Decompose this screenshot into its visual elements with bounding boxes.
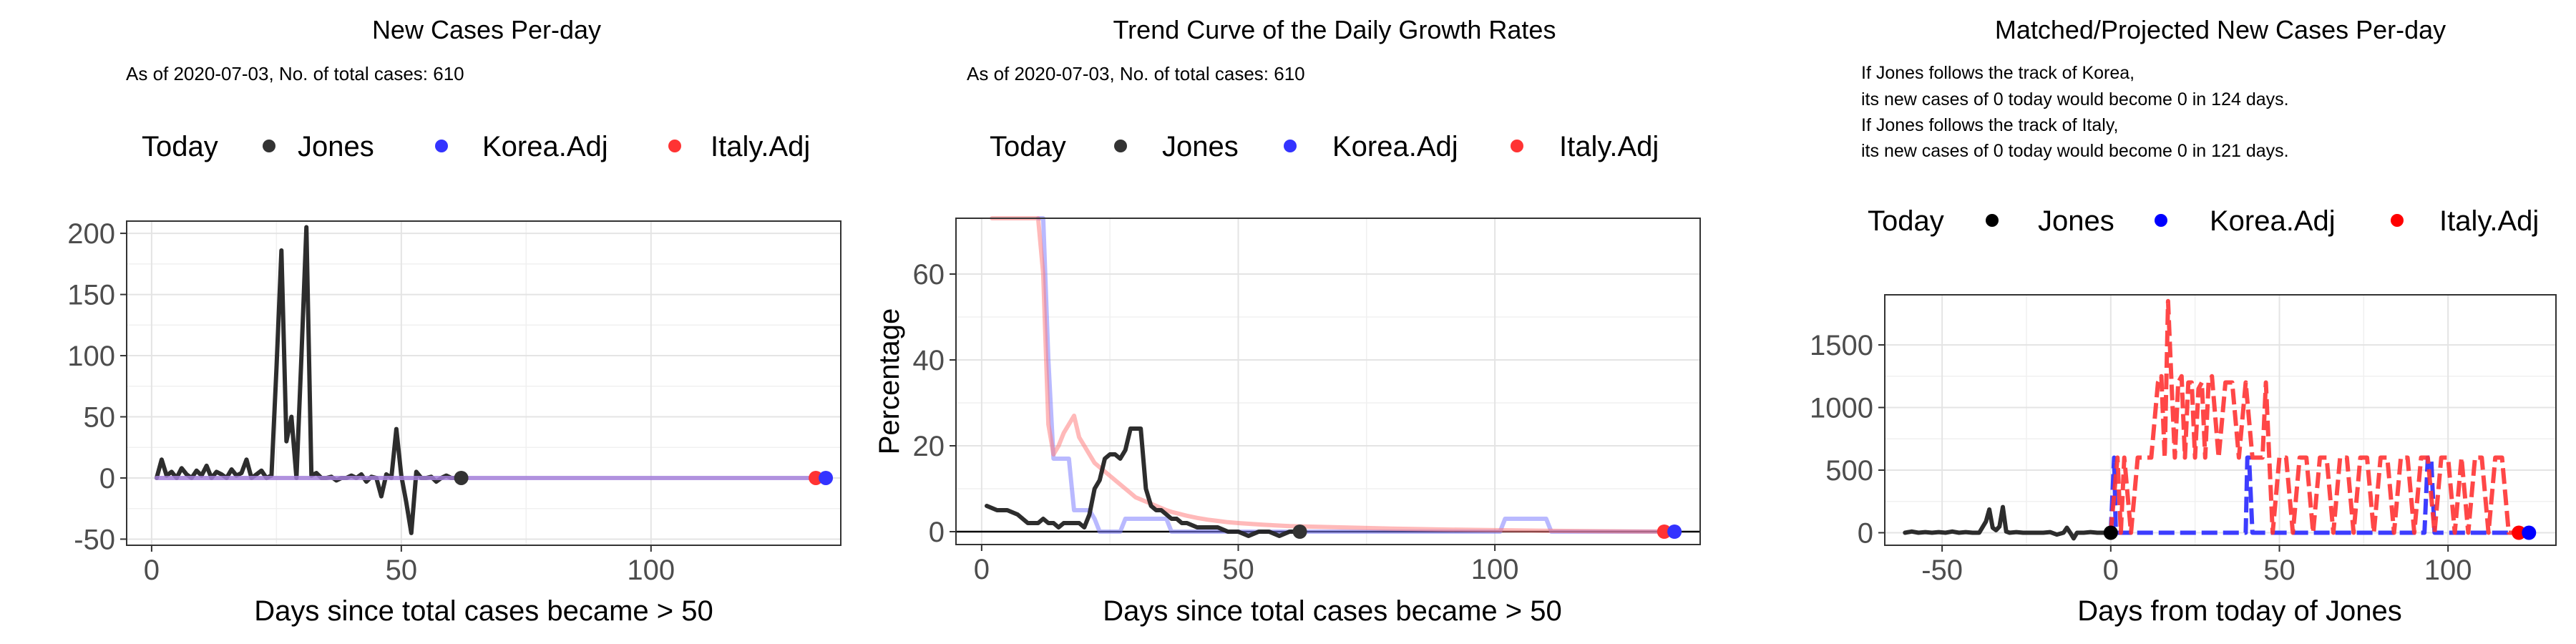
legend: Today Jones Korea.Adj Italy.Adj <box>142 131 810 162</box>
legend-marker-korea <box>2155 214 2167 227</box>
series-line-jones <box>985 426 1302 538</box>
legend-label-korea: Korea.Adj <box>2210 205 2336 237</box>
plot-area <box>127 221 841 545</box>
plot-border <box>126 220 841 546</box>
axis-ticks: 0 50 100 -50 0 50 100 150 200 <box>67 218 675 586</box>
series-line-korea-adj <box>1035 216 1677 534</box>
x-tick-label: 0 <box>974 554 990 585</box>
series-layer <box>985 216 1677 538</box>
series-line-italy-adj <box>990 216 1667 534</box>
y-tick-label: 40 <box>913 345 945 376</box>
plot-border <box>1884 294 2557 546</box>
legend-marker-korea <box>435 140 448 152</box>
legend-label-italy: Italy.Adj <box>711 131 810 162</box>
y-tick-label: 100 <box>67 341 115 372</box>
x-tick-label: 100 <box>627 555 675 586</box>
y-tick-label: 500 <box>1825 455 1873 487</box>
y-axis-label: Percentage <box>874 308 905 455</box>
today-points <box>454 470 834 485</box>
legend-title: Today <box>142 131 218 162</box>
plot-border <box>955 218 1701 545</box>
y-tick-label: 20 <box>913 431 945 462</box>
x-tick-label: -50 <box>1921 555 1963 586</box>
chart-panel-projected: Matched/Projected New Cases Per-day If J… <box>1717 0 2576 644</box>
x-tick-label: 100 <box>1471 554 1519 585</box>
annotation-line-2: its new cases of 0 today would become 0 … <box>1861 89 2289 109</box>
y-tick-label: 1000 <box>1810 393 1873 424</box>
today-point-jones <box>1292 525 1307 539</box>
legend-marker-korea <box>1284 140 1297 152</box>
y-tick-label: 150 <box>67 280 115 311</box>
x-tick-label: 50 <box>386 555 418 586</box>
legend-marker-jones <box>1986 214 1999 227</box>
x-tick-label: 100 <box>2424 555 2472 586</box>
legend-marker-italy <box>668 140 681 152</box>
series-layer <box>154 225 829 535</box>
legend-label-jones: Jones <box>2038 205 2114 237</box>
chart-title: New Cases Per-day <box>372 15 601 44</box>
chart-panel-growth-rates: Trend Curve of the Daily Growth Rates As… <box>859 0 1717 644</box>
legend-marker-jones <box>1114 140 1127 152</box>
series-line-jones <box>1903 504 2113 541</box>
y-tick-label: 0 <box>929 517 945 548</box>
chart-title: Trend Curve of the Daily Growth Rates <box>1113 15 1556 44</box>
annotation-line-1: If Jones follows the track of Korea, <box>1861 63 2135 83</box>
legend-label-italy: Italy.Adj <box>1559 131 1659 162</box>
y-tick-label: 1500 <box>1810 330 1873 361</box>
plot-area <box>956 218 1700 545</box>
chart-svg-new-cases: New Cases Per-day As of 2020-07-03, No. … <box>67 15 841 627</box>
legend-marker-italy <box>1511 140 1523 152</box>
legend-label-korea: Korea.Adj <box>1332 131 1458 162</box>
x-axis-label: Days since total cases became > 50 <box>1103 595 1561 627</box>
today-point-jones <box>2103 525 2118 540</box>
series-line-italy-adj <box>2108 298 2519 535</box>
y-tick-label: 200 <box>67 218 115 250</box>
x-tick-label: 0 <box>2103 555 2119 586</box>
x-axis-label: Days from today of Jones <box>2077 595 2402 627</box>
x-tick-label: 50 <box>2263 555 2296 586</box>
y-tick-label: 50 <box>84 402 116 434</box>
legend-label-italy: Italy.Adj <box>2439 205 2539 237</box>
legend-title: Today <box>990 131 1066 162</box>
today-points <box>2103 525 2537 540</box>
grid <box>1885 295 2556 545</box>
legend: Today Jones Korea.Adj Italy.Adj <box>1868 205 2539 237</box>
y-tick-label: 0 <box>1858 518 1873 550</box>
today-point-italy-adj <box>1657 525 1672 539</box>
x-tick-label: 0 <box>144 555 160 586</box>
series-line-jones <box>154 225 464 535</box>
x-tick-label: 50 <box>1222 554 1254 585</box>
chart-subtitle: As of 2020-07-03, No. of total cases: 61… <box>967 63 1305 84</box>
legend: Today Jones Korea.Adj Italy.Adj <box>990 131 1659 162</box>
today-point-korea-adj <box>2522 525 2537 540</box>
legend-title: Today <box>1868 205 1944 237</box>
axis-ticks: 0 50 100 0 20 40 60 <box>913 259 1519 585</box>
annotation-line-3: If Jones follows the track of Italy, <box>1861 115 2118 135</box>
legend-label-jones: Jones <box>1162 131 1239 162</box>
today-point-korea-adj <box>1667 525 1682 539</box>
today-point-italy-adj <box>2512 525 2527 540</box>
today-points <box>1292 525 1682 539</box>
x-axis-label: Days since total cases became > 50 <box>254 595 713 627</box>
y-tick-label: 60 <box>913 259 945 291</box>
projection-annotation: If Jones follows the track of Korea, its… <box>1861 63 2289 161</box>
chart-title: Matched/Projected New Cases Per-day <box>1995 15 2446 44</box>
legend-marker-jones <box>263 140 275 152</box>
today-point-jones <box>454 470 469 485</box>
y-tick-label: -50 <box>74 524 115 555</box>
chart-subtitle: As of 2020-07-03, No. of total cases: 61… <box>126 63 464 84</box>
legend-label-jones: Jones <box>298 131 374 162</box>
series-layer <box>1903 298 2529 541</box>
annotation-line-4: its new cases of 0 today would become 0 … <box>1861 141 2289 161</box>
y-tick-label: 0 <box>99 463 115 494</box>
chart-panel-new-cases: New Cases Per-day As of 2020-07-03, No. … <box>0 0 859 644</box>
today-point-korea-adj <box>819 470 834 485</box>
chart-svg-growth-rates: Trend Curve of the Daily Growth Rates As… <box>874 15 1701 627</box>
legend-marker-italy <box>2391 214 2404 227</box>
today-point-italy-adj <box>809 470 824 485</box>
chart-svg-projected: Matched/Projected New Cases Per-day If J… <box>1810 15 2557 627</box>
legend-label-korea: Korea.Adj <box>482 131 608 162</box>
